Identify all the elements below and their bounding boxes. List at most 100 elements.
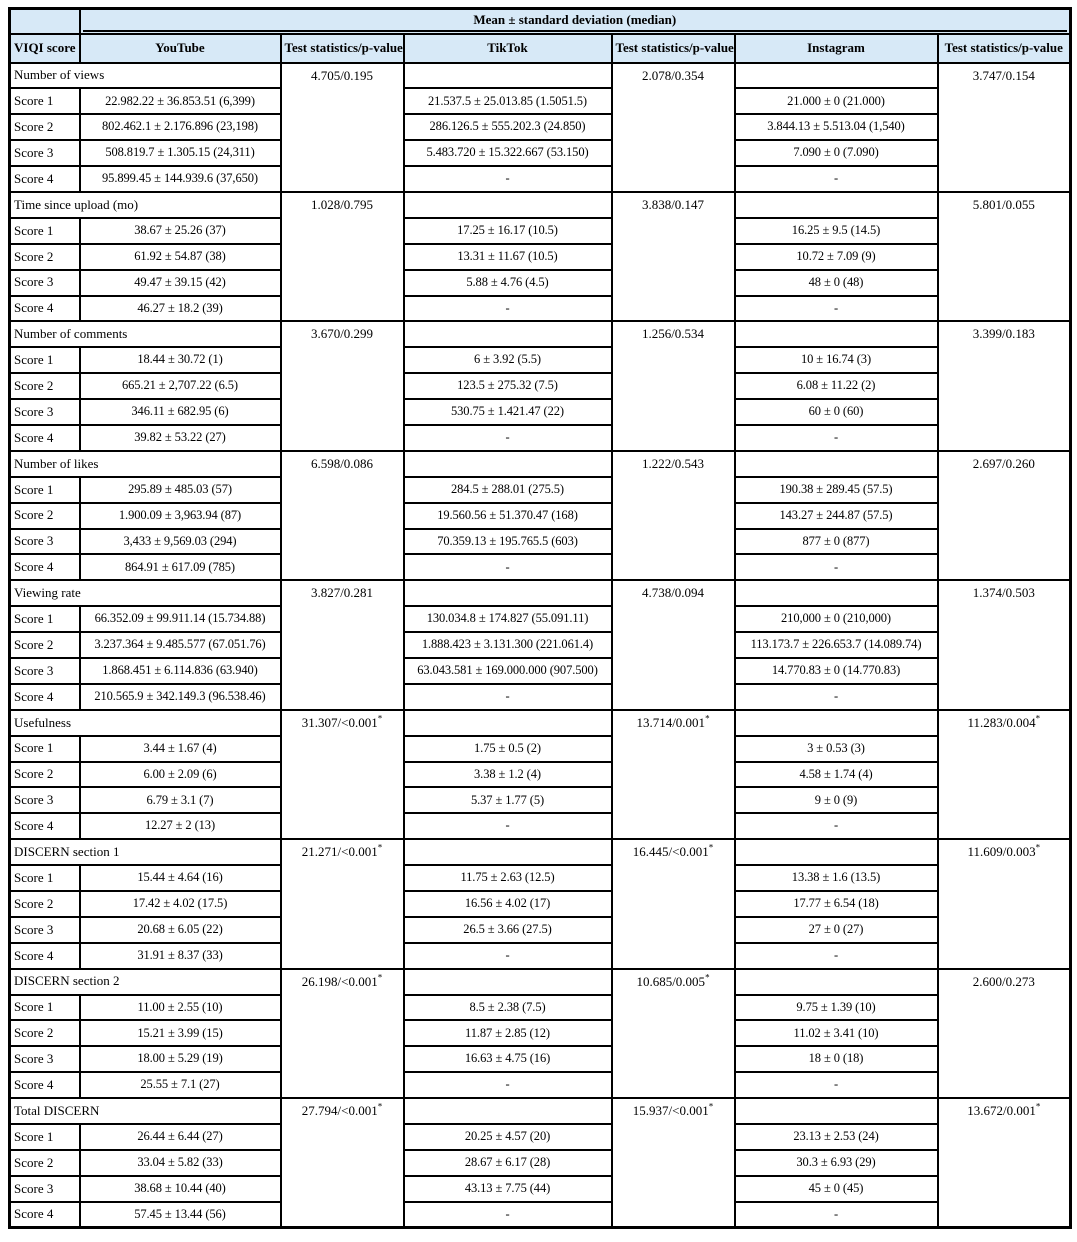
col-header-youtube: YouTube	[78, 32, 282, 64]
score-row: Score 4 25.55 ± 7.1 (27) - -	[8, 1071, 1071, 1100]
youtube-value-cell: 210.565.9 ± 342.149.3 (96.538.46)	[78, 682, 282, 711]
score-label-cell: Score 3	[8, 139, 81, 168]
test-stat-youtube-cell: 4.705/0.195	[279, 61, 405, 193]
instagram-value-cell: -	[733, 812, 939, 841]
score-label-cell: Score 2	[8, 760, 81, 789]
tiktok-value-cell: 284.5 ± 288.01 (275.5)	[402, 475, 613, 504]
score-label-cell: Score 1	[8, 864, 81, 892]
category-row: Total DISCERN 27.794/<0.001* 15.937/<0.001…	[8, 1097, 1072, 1229]
test-stat-tiktok-cell: 2.078/0.354	[610, 61, 736, 193]
youtube-value-cell: 1.868.451 ± 6.114.836 (63.940)	[78, 656, 282, 685]
category-label-cell: DISCERN section 1	[8, 838, 282, 867]
tiktok-category-empty-cell	[402, 1097, 613, 1126]
youtube-value-cell: 26.44 ± 6.44 (27)	[78, 1123, 282, 1151]
score-row: Score 1 11.00 ± 2.55 (10) 8.5 ± 2.38 (7.5)…	[8, 993, 1071, 1022]
tiktok-value-cell: 286.126.5 ± 555.202.3 (24.850)	[402, 113, 613, 142]
tiktok-value-cell: 19.560.56 ± 51.370.47 (168)	[402, 501, 613, 530]
score-row: Score 3 18.00 ± 5.29 (19) 16.63 ± 4.75 (16…	[8, 1045, 1071, 1074]
score-label-cell: Score 1	[8, 1123, 81, 1151]
significance-asterisk: *	[1035, 842, 1041, 853]
score-label-cell: Score 4	[8, 294, 81, 323]
score-label-cell: Score 2	[8, 1019, 81, 1048]
tiktok-value-cell: 1.888.423 ± 3.131.300 (221.061.4)	[402, 631, 613, 659]
tiktok-value-cell: 11.75 ± 2.63 (12.5)	[402, 864, 613, 892]
score-label-cell: Score 2	[8, 890, 81, 918]
youtube-value-cell: 20.68 ± 6.05 (22)	[78, 915, 282, 944]
tiktok-value-cell: 13.31 ± 11.67 (10.5)	[402, 242, 613, 271]
score-row: Score 4 31.91 ± 8.37 (33) - -	[8, 941, 1071, 970]
tiktok-value-cell: 28.67 ± 6.17 (28)	[402, 1148, 613, 1177]
tiktok-value-cell: -	[402, 1071, 613, 1100]
instagram-value-cell: -	[733, 682, 939, 711]
instagram-category-empty-cell	[733, 190, 939, 219]
tiktok-value-cell: -	[402, 165, 613, 193]
tiktok-value-cell: 530.75 ± 1.421.47 (22)	[402, 398, 613, 426]
tiktok-value-cell: 16.63 ± 4.75 (16)	[402, 1045, 613, 1074]
instagram-value-cell: -	[733, 294, 939, 323]
score-row: Score 3 6.79 ± 3.1 (7) 5.37 ± 1.77 (5) 9 ± …	[8, 786, 1071, 815]
youtube-value-cell: 3.237.364 ± 9.485.577 (67.051.76)	[78, 631, 282, 659]
instagram-value-cell: 4.58 ± 1.74 (4)	[733, 760, 939, 789]
score-row: Score 2 1.900.09 ± 3,963.94 (87) 19.560.56…	[8, 501, 1071, 530]
test-stat-instagram-cell: 3.399/0.183	[936, 320, 1072, 452]
instagram-category-empty-cell	[733, 1097, 939, 1126]
significance-asterisk: *	[708, 842, 714, 853]
spanning-header-row: Mean ± standard deviation (median)	[8, 7, 1072, 35]
score-label-cell: Score 4	[8, 682, 81, 711]
col-header-instagram: Instagram	[733, 32, 939, 64]
score-row: Score 2 6.00 ± 2.09 (6) 3.38 ± 1.2 (4) 4.58…	[8, 760, 1071, 789]
tiktok-category-empty-cell	[402, 320, 613, 349]
score-row: Score 4 864.91 ± 617.09 (785) - -	[8, 553, 1071, 582]
score-row: Score 1 295.89 ± 485.03 (57) 284.5 ± 288.0…	[8, 475, 1071, 504]
test-stat-tiktok-cell: 16.445/<0.001*	[610, 838, 736, 970]
tiktok-value-cell: 3.38 ± 1.2 (4)	[402, 760, 613, 789]
test-stat-tiktok-cell: 4.738/0.094	[610, 579, 736, 711]
score-row: Score 3 346.11 ± 682.95 (6) 530.75 ± 1.421…	[8, 398, 1071, 426]
youtube-value-cell: 17.42 ± 4.02 (17.5)	[78, 890, 282, 918]
test-stat-tiktok-cell: 1.256/0.534	[610, 320, 736, 452]
tiktok-value-cell: 11.87 ± 2.85 (12)	[402, 1019, 613, 1048]
score-label-cell: Score 3	[8, 656, 81, 685]
instagram-value-cell: 9.75 ± 1.39 (10)	[733, 993, 939, 1022]
instagram-value-cell: -	[733, 423, 939, 452]
instagram-value-cell: -	[733, 165, 939, 193]
test-stat-instagram-cell: 11.283/0.004*	[936, 708, 1072, 841]
category-label-cell: DISCERN section 2	[8, 967, 282, 996]
youtube-value-cell: 6.00 ± 2.09 (6)	[78, 760, 282, 789]
test-stat-youtube-cell: 21.271/<0.001*	[279, 838, 405, 970]
significance-asterisk: *	[705, 713, 710, 724]
score-label-cell: Score 4	[8, 423, 81, 452]
instagram-value-cell: 16.25 ± 9.5 (14.5)	[733, 216, 939, 245]
tiktok-value-cell: -	[402, 812, 613, 841]
main-header-title: Mean ± standard deviation (median)	[82, 11, 1068, 32]
test-stat-tiktok-cell: 1.222/0.543	[610, 449, 736, 582]
test-stat-youtube-cell: 31.307/<0.001*	[279, 708, 405, 841]
score-label-cell: Score 1	[8, 605, 81, 634]
tiktok-value-cell: -	[402, 423, 613, 452]
instagram-category-empty-cell	[733, 838, 939, 867]
tiktok-category-empty-cell	[402, 967, 613, 996]
tiktok-value-cell: 5.37 ± 1.77 (5)	[402, 786, 613, 815]
score-label-cell: Score 4	[8, 1200, 81, 1229]
test-stat-instagram-cell: 2.697/0.260	[936, 449, 1072, 582]
youtube-value-cell: 46.27 ± 18.2 (39)	[78, 294, 282, 323]
tiktok-value-cell: -	[402, 553, 613, 582]
tiktok-value-cell: 8.5 ± 2.38 (7.5)	[402, 993, 613, 1022]
category-label-cell: Number of views	[8, 61, 282, 90]
score-row: Score 1 18.44 ± 30.72 (1) 6 ± 3.92 (5.5) 10…	[8, 346, 1071, 375]
category-row: DISCERN section 1 21.271/<0.001* 16.445/<0…	[8, 838, 1072, 970]
score-label-cell: Score 1	[8, 346, 81, 375]
test-stat-instagram-cell: 3.747/0.154	[936, 61, 1072, 193]
tiktok-category-empty-cell	[402, 190, 613, 219]
tiktok-value-cell: -	[402, 941, 613, 970]
score-row: Score 4 57.45 ± 13.44 (56) - -	[8, 1200, 1071, 1229]
score-row: Score 1 26.44 ± 6.44 (27) 20.25 ± 4.57 (20…	[8, 1123, 1071, 1151]
main-header-cell: Mean ± standard deviation (median)	[78, 7, 1072, 35]
tiktok-category-empty-cell	[402, 579, 613, 608]
youtube-value-cell: 12.27 ± 2 (13)	[78, 812, 282, 841]
youtube-value-cell: 346.11 ± 682.95 (6)	[78, 398, 282, 426]
col-header-test-stat-2: Test statistics/p-value	[610, 32, 736, 64]
score-label-cell: Score 2	[8, 372, 81, 401]
table-body: Number of views 4.705/0.195 2.078/0.354 3.7…	[8, 61, 1072, 1229]
score-row: Score 3 38.68 ± 10.44 (40) 43.13 ± 7.75 (4…	[8, 1174, 1071, 1203]
